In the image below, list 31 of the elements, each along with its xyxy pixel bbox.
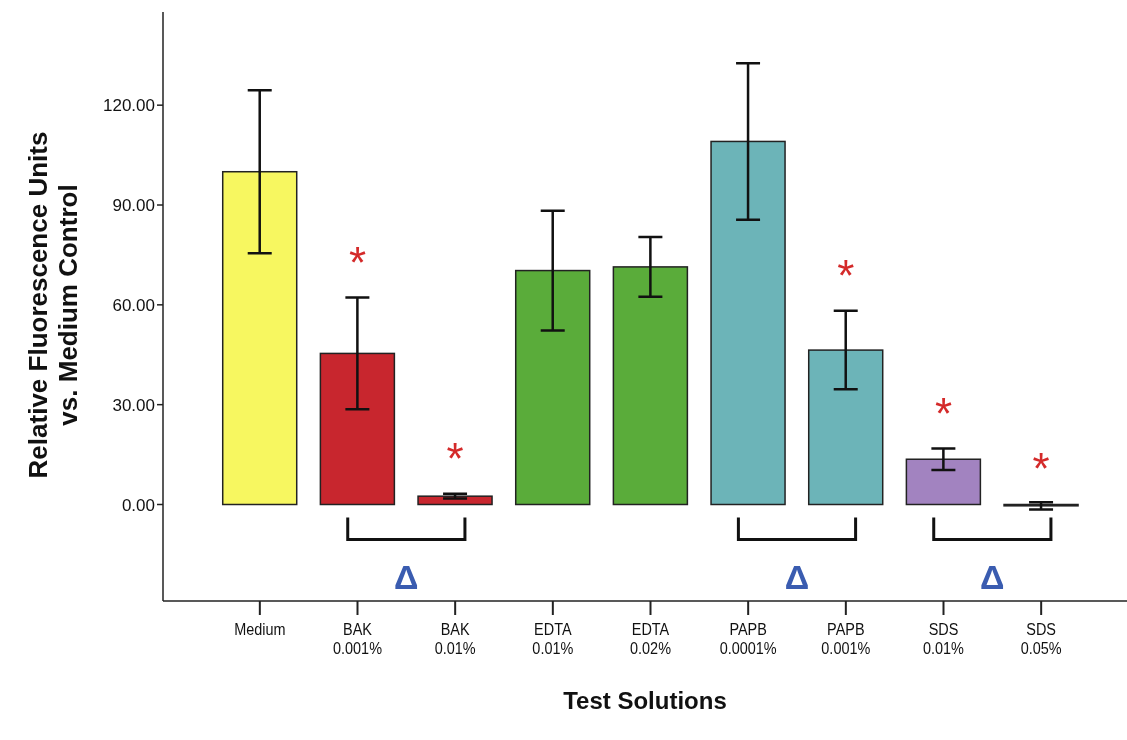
x-tick-label: PAPB 0.001% (821, 619, 871, 658)
bar (514, 269, 591, 506)
x-tick-label: PAPB 0.0001% (719, 619, 777, 658)
annotation: * (348, 237, 367, 287)
annotation: * (1032, 444, 1050, 494)
x-tick-label: BAK 0.01% (434, 619, 476, 658)
bar (221, 170, 298, 506)
y-axis-title: Relative Fluorescence Units vs. Medium Control (23, 131, 83, 478)
bar (905, 458, 982, 506)
annotation: * (446, 433, 464, 483)
bar (612, 266, 689, 506)
y-tick-label: 60.00 (112, 295, 155, 315)
x-tick-label: BAK 0.001% (333, 619, 382, 658)
x-tick-label: SDS 0.01% (923, 619, 964, 658)
x-tick-label: EDTA 0.02% (630, 619, 671, 658)
annotation: * (934, 388, 953, 438)
y-tick-label: 120.00 (103, 96, 155, 116)
bar (807, 349, 884, 506)
bar (710, 140, 786, 506)
y-tick-label: 30.00 (112, 395, 155, 415)
annotation: Δ (784, 558, 810, 597)
x-axis-title: Test Solutions (562, 687, 728, 715)
bar (319, 352, 396, 506)
y-tick-label: 0.00 (121, 495, 155, 515)
y-tick-label: 90.00 (112, 196, 155, 216)
annotation: Δ (980, 558, 1005, 597)
annotation: Δ (394, 558, 419, 597)
annotation: * (837, 250, 855, 300)
x-tick-label: SDS 0.05% (1020, 619, 1062, 658)
x-tick-label: EDTA 0.01% (532, 619, 574, 658)
x-tick-label: Medium (234, 619, 286, 639)
